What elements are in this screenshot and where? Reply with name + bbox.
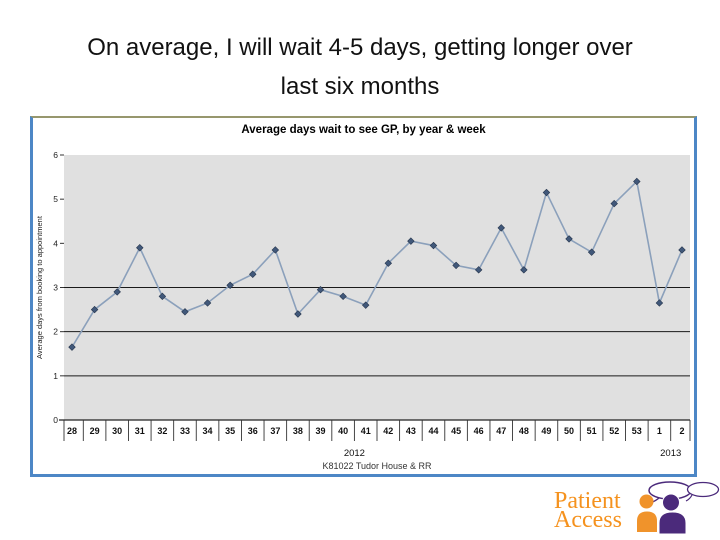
y-tick-label: 2: [53, 327, 58, 337]
x-tick-label: 41: [361, 426, 371, 436]
x-tick-label: 47: [496, 426, 506, 436]
data-point-marker: [452, 261, 460, 270]
title-line-1: On average, I will wait 4-5 days, gettin…: [87, 34, 633, 61]
data-point-marker: [226, 281, 234, 290]
data-point-marker: [497, 224, 505, 232]
data-point-marker: [271, 246, 280, 254]
person-purple-icon: [658, 494, 687, 534]
data-point-marker: [339, 292, 347, 301]
x-tick-label: 50: [564, 426, 574, 436]
data-point-marker: [249, 270, 257, 278]
data-point-marker: [158, 292, 167, 301]
chart-title: Average days wait to see GP, by year & w…: [241, 124, 486, 136]
x-tick-label: 48: [519, 426, 529, 436]
series-line: [71, 179, 683, 348]
y-tick-label: 1: [53, 371, 58, 381]
data-point-marker: [407, 237, 415, 245]
x-tick-label: 43: [406, 426, 416, 436]
x-tick-label: 40: [338, 426, 348, 436]
data-point-marker: [181, 308, 189, 316]
data-point-marker: [474, 266, 483, 274]
data-point-marker: [429, 241, 438, 250]
data-point-marker: [384, 259, 393, 267]
y-tick-label: 5: [53, 194, 58, 204]
logo-wordmark: Patient Access: [554, 488, 622, 533]
x-tick-label: 53: [632, 426, 642, 436]
data-point-marker: [610, 199, 618, 208]
x-tick-label: 42: [383, 426, 393, 436]
year-label: 2012: [344, 448, 365, 459]
x-tick-label: 29: [90, 426, 100, 436]
data-point-marker: [565, 235, 573, 243]
x-tick-label: 44: [428, 426, 438, 436]
data-point-marker: [90, 305, 99, 314]
data-point-marker: [633, 177, 641, 186]
year-label: 2013: [660, 448, 681, 459]
x-tick-label: 52: [609, 426, 619, 436]
data-point-marker: [520, 266, 528, 274]
person-orange-icon: [637, 494, 657, 532]
data-point-marker: [294, 310, 302, 318]
patient-access-logo: Patient Access: [552, 481, 720, 539]
logo-line-access: Access: [554, 506, 622, 533]
x-tick-label: 32: [157, 426, 167, 436]
x-tick-label: 51: [587, 426, 597, 436]
y-axis-title: Average days from booking to appointment: [35, 215, 44, 359]
x-tick-label: 2: [679, 426, 684, 436]
y-tick-label: 4: [53, 238, 58, 248]
people-icon: [637, 494, 687, 534]
data-point-marker: [136, 244, 144, 252]
x-tick-label: 49: [541, 426, 551, 436]
speech-bubbles-icon: [648, 481, 720, 504]
chart-frame: Average days wait to see GP, by year & w…: [30, 116, 697, 477]
data-point-marker: [655, 299, 664, 307]
x-tick-label: 34: [203, 426, 213, 436]
title-line-2: last six months: [280, 73, 440, 100]
x-tick-label: 46: [474, 426, 484, 436]
x-tick-label: 36: [248, 426, 258, 436]
data-point-marker: [113, 288, 121, 296]
data-point-marker: [542, 188, 551, 197]
data-point-marker: [587, 248, 596, 256]
logo-line-patient: Patient: [554, 488, 621, 514]
chart-caption: K81022 Tudor House & RR: [322, 461, 432, 471]
data-point-marker: [68, 343, 76, 351]
x-tick-label: 38: [293, 426, 303, 436]
y-tick-label: 6: [53, 150, 58, 160]
data-point-marker: [203, 299, 212, 307]
y-tick-label: 0: [53, 415, 58, 425]
x-tick-label: 37: [270, 426, 280, 436]
x-tick-label: 1: [657, 426, 662, 436]
y-tick-label: 3: [53, 283, 58, 293]
page-title: On average, I will wait 4-5 days, gettin…: [0, 28, 720, 106]
data-point-marker: [316, 285, 325, 294]
data-point-marker: [361, 301, 370, 309]
x-tick-label: 35: [225, 426, 235, 436]
x-tick-label: 45: [451, 426, 461, 436]
x-tick-label: 39: [316, 426, 326, 436]
x-tick-label: 31: [135, 426, 145, 436]
x-tick-label: 28: [67, 426, 77, 436]
data-point-marker: [678, 246, 686, 254]
x-tick-label: 33: [180, 426, 190, 436]
x-tick-label: 30: [112, 426, 122, 436]
